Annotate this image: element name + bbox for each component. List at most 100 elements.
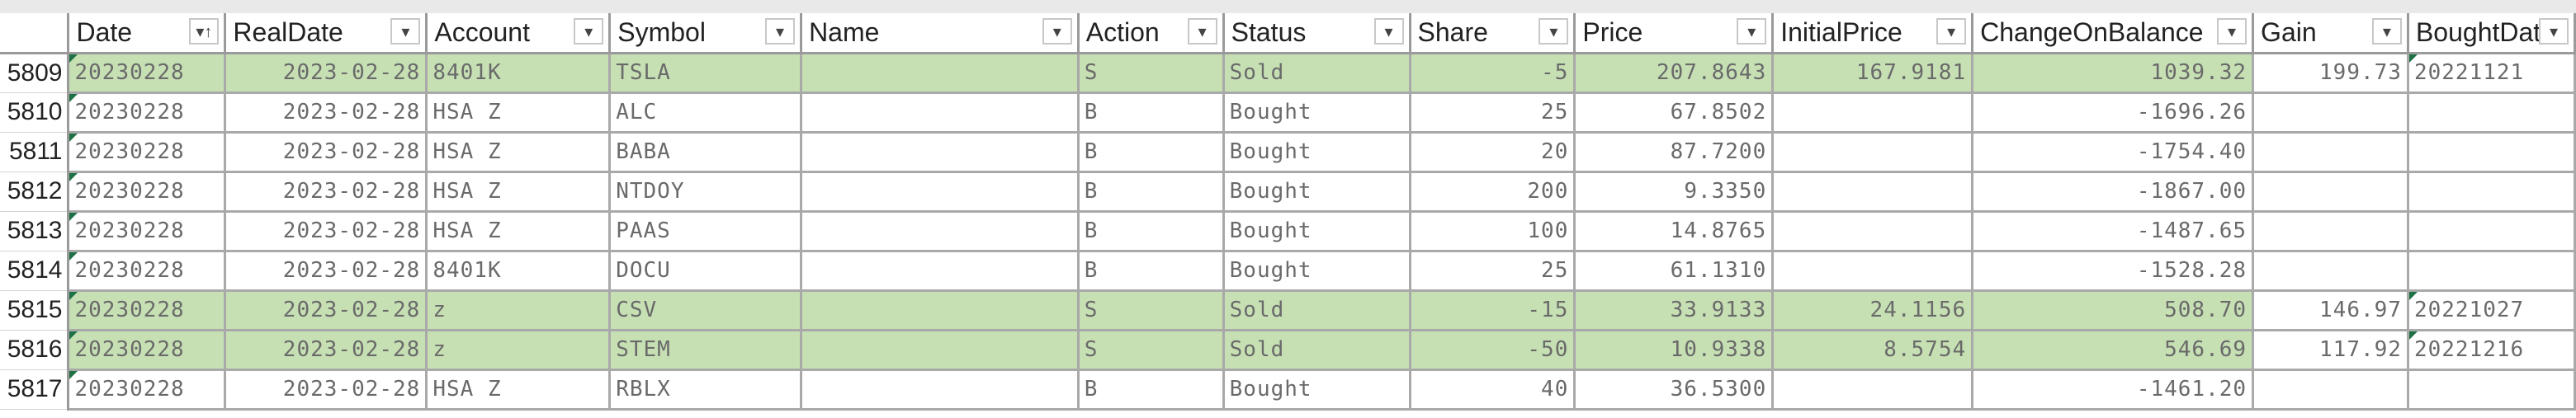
cell-account[interactable]: HSA Z bbox=[426, 211, 612, 252]
cell-status[interactable]: Sold bbox=[1223, 53, 1411, 94]
cell-gain[interactable] bbox=[2252, 92, 2409, 134]
cell-share[interactable]: -5 bbox=[1410, 53, 1576, 94]
column-header-boughtdat[interactable]: BoughtDat ▾ bbox=[2408, 13, 2576, 54]
cell-initialprice[interactable] bbox=[1772, 369, 1974, 411]
cell-gain[interactable] bbox=[2252, 251, 2409, 292]
filter-dropdown-icon[interactable]: ▾ bbox=[2371, 18, 2402, 45]
cell-initialprice[interactable]: 8.5754 bbox=[1772, 330, 1974, 371]
cell-date[interactable]: 20230228 bbox=[68, 171, 227, 213]
cell-changeonbalance[interactable]: -1696.26 bbox=[1972, 92, 2255, 134]
cell-share[interactable]: 25 bbox=[1410, 251, 1576, 292]
cell-symbol[interactable]: ALC bbox=[609, 92, 803, 134]
cell-name[interactable] bbox=[801, 92, 1080, 134]
filter-dropdown-icon[interactable]: ▾ bbox=[1539, 18, 1569, 45]
row-number[interactable]: 5813 bbox=[0, 211, 70, 251]
cell-date[interactable]: 20230228 bbox=[68, 290, 227, 331]
cell-symbol[interactable]: CSV bbox=[609, 290, 803, 331]
cell-date[interactable]: 20230228 bbox=[68, 92, 227, 134]
cell-action[interactable]: B bbox=[1078, 211, 1225, 252]
cell-action[interactable]: S bbox=[1078, 53, 1225, 94]
cell-price[interactable]: 87.7200 bbox=[1574, 132, 1775, 173]
cell-share[interactable]: 20 bbox=[1410, 132, 1576, 173]
column-header-initialprice[interactable]: InitialPrice ▾ bbox=[1772, 13, 1974, 54]
cell-price[interactable]: 33.9133 bbox=[1574, 290, 1775, 331]
cell-price[interactable]: 61.1310 bbox=[1574, 251, 1775, 292]
cell-action[interactable]: B bbox=[1078, 369, 1225, 411]
cell-name[interactable] bbox=[801, 132, 1080, 173]
cell-realdate[interactable]: 2023-02-28 bbox=[225, 330, 428, 371]
cell-name[interactable] bbox=[801, 171, 1080, 213]
column-header-action[interactable]: Action ▾ bbox=[1078, 13, 1225, 54]
cell-changeonbalance[interactable]: -1867.00 bbox=[1972, 171, 2255, 213]
column-header-realdate[interactable]: RealDate ▾ bbox=[225, 13, 428, 54]
cell-realdate[interactable]: 2023-02-28 bbox=[225, 132, 428, 173]
cell-date[interactable]: 20230228 bbox=[68, 132, 227, 173]
cell-gain[interactable] bbox=[2252, 211, 2409, 252]
row-number[interactable]: 5816 bbox=[0, 330, 70, 370]
cell-boughtdat[interactable] bbox=[2408, 171, 2576, 213]
cell-account[interactable]: 8401K bbox=[426, 53, 612, 94]
cell-action[interactable]: S bbox=[1078, 330, 1225, 371]
column-header-account[interactable]: Account ▾ bbox=[426, 13, 612, 54]
cell-price[interactable]: 36.5300 bbox=[1574, 369, 1775, 411]
filter-dropdown-icon[interactable]: ▾ bbox=[1373, 18, 1404, 45]
cell-changeonbalance[interactable]: -1487.65 bbox=[1972, 211, 2255, 252]
filter-dropdown-icon[interactable]: ▾ bbox=[2539, 18, 2569, 45]
cell-status[interactable]: Bought bbox=[1223, 92, 1411, 134]
cell-changeonbalance[interactable]: 546.69 bbox=[1972, 330, 2255, 371]
cell-symbol[interactable]: TSLA bbox=[609, 53, 803, 94]
cell-initialprice[interactable]: 167.9181 bbox=[1772, 53, 1974, 94]
cell-initialprice[interactable] bbox=[1772, 251, 1974, 292]
filter-dropdown-icon[interactable]: ▾ bbox=[765, 18, 796, 45]
cell-status[interactable]: Bought bbox=[1223, 132, 1411, 173]
cell-realdate[interactable]: 2023-02-28 bbox=[225, 251, 428, 292]
cell-changeonbalance[interactable]: -1461.20 bbox=[1972, 369, 2255, 411]
cell-symbol[interactable]: STEM bbox=[609, 330, 803, 371]
cell-share[interactable]: -50 bbox=[1410, 330, 1576, 371]
cell-realdate[interactable]: 2023-02-28 bbox=[225, 92, 428, 134]
column-header-changeonbalance[interactable]: ChangeOnBalance ▾ bbox=[1972, 13, 2255, 54]
cell-gain[interactable]: 117.92 bbox=[2252, 330, 2409, 371]
cell-realdate[interactable]: 2023-02-28 bbox=[225, 290, 428, 331]
cell-date[interactable]: 20230228 bbox=[68, 330, 227, 371]
row-number[interactable]: 5812 bbox=[0, 171, 70, 212]
filter-dropdown-icon[interactable]: ▾ bbox=[1042, 18, 1072, 45]
cell-initialprice[interactable] bbox=[1772, 132, 1974, 173]
cell-boughtdat[interactable] bbox=[2408, 92, 2576, 134]
column-header-share[interactable]: Share ▾ bbox=[1410, 13, 1576, 54]
cell-name[interactable] bbox=[801, 369, 1080, 411]
row-number[interactable]: 5817 bbox=[0, 369, 70, 410]
cell-account[interactable]: z bbox=[426, 290, 612, 331]
filter-dropdown-icon[interactable]: ▾ bbox=[390, 18, 421, 45]
filter-dropdown-icon[interactable]: ▾ bbox=[2217, 18, 2248, 45]
cell-boughtdat[interactable] bbox=[2408, 132, 2576, 173]
column-header-gain[interactable]: Gain ▾ bbox=[2252, 13, 2409, 54]
cell-status[interactable]: Bought bbox=[1223, 211, 1411, 252]
cell-price[interactable]: 207.8643 bbox=[1574, 53, 1775, 94]
cell-changeonbalance[interactable]: 1039.32 bbox=[1972, 53, 2255, 94]
cell-changeonbalance[interactable]: -1754.40 bbox=[1972, 132, 2255, 173]
cell-account[interactable]: z bbox=[426, 330, 612, 371]
cell-price[interactable]: 10.9338 bbox=[1574, 330, 1775, 371]
cell-symbol[interactable]: BABA bbox=[609, 132, 803, 173]
row-number[interactable]: 5814 bbox=[0, 251, 70, 291]
cell-boughtdat[interactable] bbox=[2408, 369, 2576, 411]
cell-realdate[interactable]: 2023-02-28 bbox=[225, 171, 428, 213]
cell-account[interactable]: HSA Z bbox=[426, 92, 612, 134]
cell-account[interactable]: 8401K bbox=[426, 251, 612, 292]
filter-dropdown-icon[interactable]: ▾ bbox=[1737, 18, 1767, 45]
cell-realdate[interactable]: 2023-02-28 bbox=[225, 53, 428, 94]
cell-share[interactable]: 25 bbox=[1410, 92, 1576, 134]
cell-name[interactable] bbox=[801, 290, 1080, 331]
row-number[interactable]: 5811 bbox=[0, 132, 70, 172]
cell-gain[interactable] bbox=[2252, 132, 2409, 173]
cell-account[interactable]: HSA Z bbox=[426, 132, 612, 173]
row-number[interactable]: 5815 bbox=[0, 290, 70, 331]
column-header-name[interactable]: Name ▾ bbox=[801, 13, 1080, 54]
cell-symbol[interactable]: RBLX bbox=[609, 369, 803, 411]
cell-symbol[interactable]: PAAS bbox=[609, 211, 803, 252]
cell-date[interactable]: 20230228 bbox=[68, 369, 227, 411]
cell-status[interactable]: Bought bbox=[1223, 369, 1411, 411]
row-number[interactable]: 5810 bbox=[0, 92, 70, 133]
cell-action[interactable]: B bbox=[1078, 171, 1225, 213]
